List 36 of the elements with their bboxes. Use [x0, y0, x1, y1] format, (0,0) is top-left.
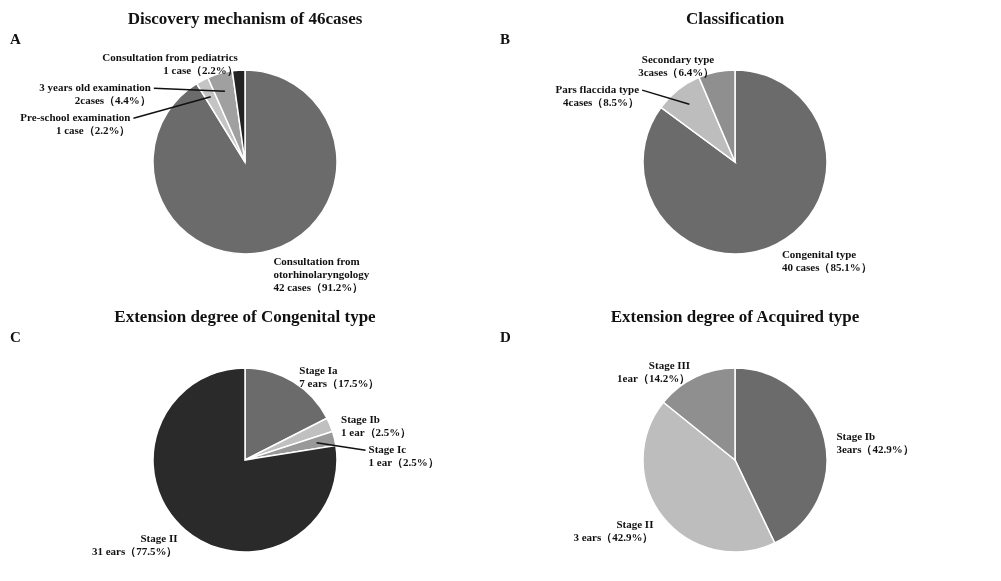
- slice-label: Stage II: [140, 532, 178, 545]
- data-label: 2cases（4.4%）: [74, 94, 151, 108]
- slice-label: Stage Ib: [836, 429, 876, 442]
- slice-label: Stage Ib: [341, 413, 380, 426]
- slice-label: Stage II: [616, 517, 654, 530]
- data-label: 1 case（2.2%）: [55, 124, 131, 138]
- data-label: 3 ears（42.9%）: [573, 530, 654, 544]
- data-label: 7 ears（17.5%）: [299, 377, 380, 391]
- data-label: 42 cases（91.2%）: [273, 281, 364, 295]
- data-label: 3ears（42.9%）: [836, 442, 914, 456]
- slice-label: Consultation from pediatrics: [102, 51, 239, 64]
- chart-title: Classification: [685, 9, 785, 28]
- data-label: 40 cases（85.1%）: [781, 260, 872, 274]
- text: B: [500, 31, 511, 47]
- slice-label: 3 years old examination: [39, 81, 151, 94]
- slice-label: Pars flaccida type: [555, 83, 640, 96]
- data-label: 1 ear（2.5%）: [341, 426, 412, 440]
- text: A: [10, 31, 21, 47]
- slice-label: Stage III: [648, 359, 691, 372]
- slice-label: Congenital type: [781, 247, 857, 260]
- slice-label: Secondary type: [641, 53, 715, 66]
- data-label: 4cases（8.5%）: [563, 96, 640, 110]
- data-label: 3cases（6.4%）: [638, 66, 715, 80]
- text: C: [10, 329, 21, 345]
- chart-title: Extension degree of Acquired type: [610, 307, 860, 326]
- text: D: [500, 329, 511, 345]
- slice-label: Pre-school examination: [20, 111, 131, 124]
- data-label: 1 ear（2.5%）: [368, 456, 439, 470]
- slice-label: Stage Ic: [368, 443, 407, 456]
- slice-label: Consultation from otorhinolaryngology: [273, 255, 370, 281]
- chart-title: Discovery mechanism of 46cases: [127, 9, 363, 28]
- data-label: 31 ears（77.5%）: [91, 545, 178, 559]
- chart-title: Extension degree of Congenital type: [114, 307, 377, 326]
- slice-label: Stage Ia: [299, 364, 339, 377]
- data-label: 1ear（14.2%）: [617, 372, 691, 386]
- data-label: 1 case（2.2%）: [163, 64, 238, 78]
